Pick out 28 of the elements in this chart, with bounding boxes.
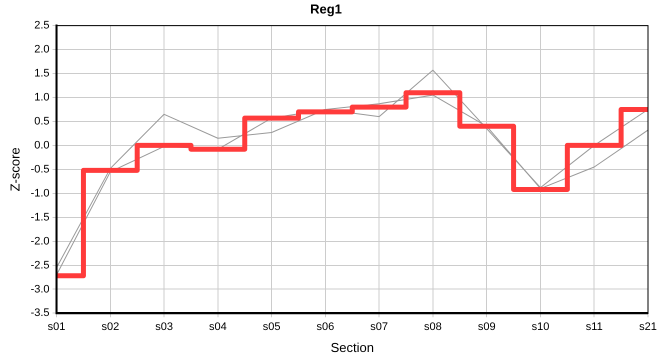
x-tick-label: s11 bbox=[586, 320, 603, 333]
x-tick-label: s05 bbox=[262, 320, 280, 333]
x-tick-label: s07 bbox=[370, 320, 388, 333]
y-tick-label: -3.5 bbox=[30, 307, 50, 320]
y-tick-label: 2.5 bbox=[34, 20, 50, 32]
y-tick-label: -2.5 bbox=[30, 259, 50, 272]
x-tick-label: s01 bbox=[48, 320, 66, 333]
y-tick-label: -1.0 bbox=[30, 187, 50, 200]
y-tick-label: 0.5 bbox=[34, 116, 50, 128]
y-tick-label: 1.5 bbox=[34, 68, 50, 80]
y-tick-label: 1.0 bbox=[34, 92, 50, 104]
x-tick-label: s09 bbox=[478, 320, 496, 333]
y-tick-label: 0.0 bbox=[34, 139, 50, 152]
y-tick-label: 2.0 bbox=[34, 44, 50, 56]
x-tick-label: s03 bbox=[155, 320, 173, 333]
y-tick-label: -0.5 bbox=[30, 163, 50, 176]
x-tick-label: s04 bbox=[208, 320, 227, 333]
x-axis-title: Section bbox=[330, 340, 374, 355]
chart-title: Reg1 bbox=[310, 1, 342, 16]
x-tick-label: s10 bbox=[532, 320, 550, 333]
x-tick-label: s06 bbox=[316, 320, 334, 333]
y-tick-label: -3.0 bbox=[30, 283, 50, 296]
x-tick-label: s21 bbox=[639, 320, 657, 333]
x-tick-label: s02 bbox=[101, 320, 120, 333]
y-tick-label: -1.5 bbox=[30, 211, 50, 224]
y-axis-title: Z-score bbox=[7, 147, 22, 192]
x-tick-label: s08 bbox=[424, 320, 442, 333]
y-tick-label: -2.0 bbox=[30, 235, 50, 248]
